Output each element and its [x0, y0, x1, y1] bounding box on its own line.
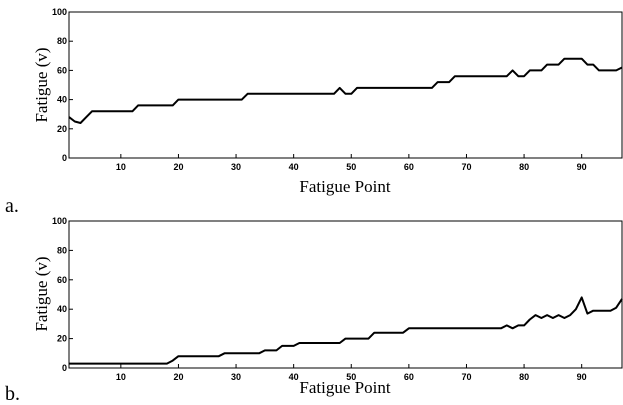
panel-label-b: b.	[5, 383, 20, 405]
y-tick-label-b-0: 0	[62, 363, 67, 373]
x-tick-label-a-70: 70	[461, 162, 471, 172]
y-tick-label-a-80: 80	[57, 36, 67, 46]
y-tick-label-b-80: 80	[57, 245, 67, 255]
x-tick-label-a-20: 20	[173, 162, 183, 172]
plot-area-b	[68, 220, 623, 369]
y-tick-label-a-40: 40	[57, 95, 67, 105]
chart-panel-b: 10 20 30 40 50 60 70 80 90 0 20 40 60 80 100 Fatigue P…	[5, 216, 623, 405]
y-tick-label-a-20: 20	[57, 124, 67, 134]
y-tick-label-b-60: 60	[57, 275, 67, 285]
panel-label-a: a.	[5, 195, 19, 217]
series-line-b	[69, 296, 623, 365]
x-tick-label-b-90: 90	[577, 372, 587, 382]
ticks-a: 10 20 30 40 50 60 70 80 90 0 20 40 60 80 100	[52, 7, 587, 172]
x-tick-label-a-10: 10	[116, 162, 126, 172]
y-tick-label-a-100: 100	[52, 7, 67, 17]
x-axis-title-b: Fatigue Point	[299, 378, 390, 397]
y-tick-label-a-0: 0	[62, 153, 67, 163]
y-tick-label-b-40: 40	[57, 304, 67, 314]
x-tick-label-a-30: 30	[231, 162, 241, 172]
x-tick-label-a-50: 50	[346, 162, 356, 172]
y-tick-label-b-20: 20	[57, 334, 67, 344]
x-tick-label-b-30: 30	[231, 372, 241, 382]
plot-area-a	[68, 11, 623, 159]
y-axis-title-a: Fatigue (v)	[32, 47, 51, 122]
y-tick-label-a-60: 60	[57, 65, 67, 75]
x-tick-label-a-80: 80	[519, 162, 529, 172]
ticks-b: 10 20 30 40 50 60 70 80 90 0 20 40 60 80 100	[52, 216, 587, 382]
x-tick-label-b-10: 10	[116, 372, 126, 382]
x-tick-label-b-40: 40	[289, 372, 299, 382]
x-axis-title-a: Fatigue Point	[299, 177, 390, 196]
y-tick-label-b-100: 100	[52, 216, 67, 226]
chart-panel-a: 10 20 30 40 50 60 70 80 90 0 20 40 60 80 100 Fatigue P…	[5, 7, 623, 217]
series-line-a	[68, 57, 623, 124]
x-tick-label-b-80: 80	[519, 372, 529, 382]
x-tick-label-b-50: 50	[346, 372, 356, 382]
y-axis-title-b: Fatigue (v)	[32, 256, 51, 331]
x-tick-label-a-40: 40	[289, 162, 299, 172]
x-tick-label-b-20: 20	[173, 372, 183, 382]
x-tick-label-a-60: 60	[404, 162, 414, 172]
x-tick-label-b-70: 70	[461, 372, 471, 382]
x-tick-label-a-90: 90	[577, 162, 587, 172]
x-tick-label-b-60: 60	[404, 372, 414, 382]
